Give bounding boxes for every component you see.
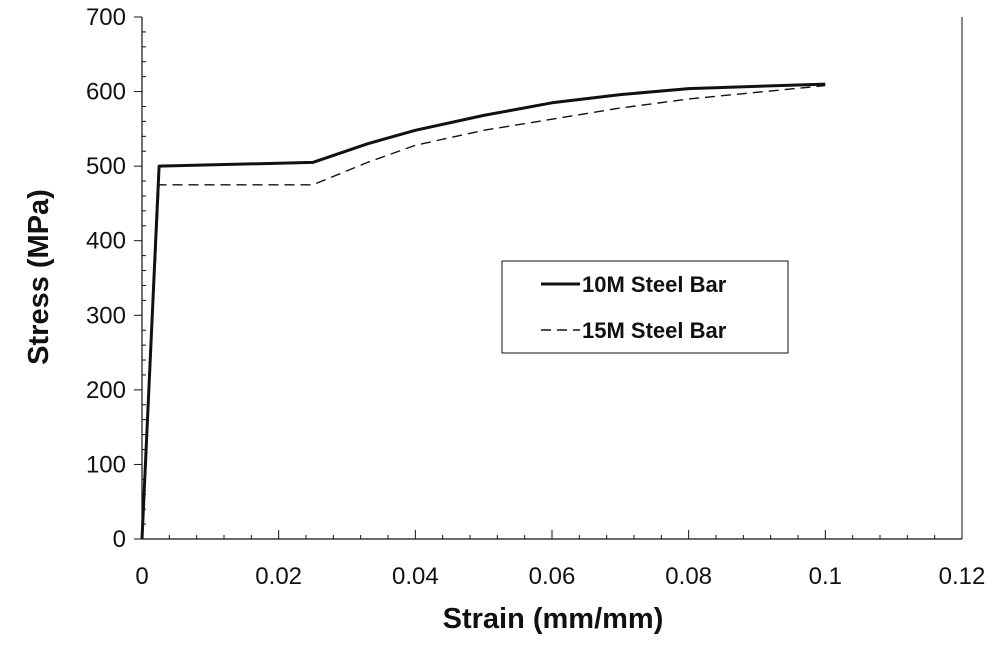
y-tick-label: 300	[86, 302, 126, 329]
y-tick-label: 600	[86, 79, 126, 106]
x-tick-label: 0.1	[809, 563, 842, 590]
y-tick-label: 700	[86, 4, 126, 31]
series-line-10m	[140, 82, 826, 540]
x-tick-label: 0	[135, 563, 148, 590]
x-tick-label: 0.12	[939, 563, 986, 590]
y-axis-title: Stress (MPa)	[23, 189, 55, 365]
y-tick-label: 0	[113, 526, 126, 553]
x-tick-labels: 0 0.02 0.04 0.06 0.08 0.1 0.12	[135, 563, 985, 590]
legend: 10M Steel Bar 15M Steel Bar	[501, 260, 789, 354]
x-axis-title: Strain (mm/mm)	[443, 603, 664, 635]
x-tick-label: 0.08	[665, 563, 712, 590]
y-tick-label: 400	[86, 228, 126, 255]
legend-box	[501, 260, 789, 354]
y-tick-label: 200	[86, 377, 126, 404]
y-tick-label: 100	[86, 451, 126, 478]
legend-label-15m: 15M Steel Bar	[582, 318, 727, 343]
x-tick-label: 0.06	[529, 563, 576, 590]
y-tick-label: 500	[86, 153, 126, 180]
data-series	[140, 82, 826, 540]
legend-label-10m: 10M Steel Bar	[582, 272, 727, 297]
x-tick-label: 0.02	[255, 563, 302, 590]
x-tick-label: 0.04	[392, 563, 439, 590]
y-tick-labels: 0 100 200 300 400 500 600 700	[86, 4, 126, 553]
